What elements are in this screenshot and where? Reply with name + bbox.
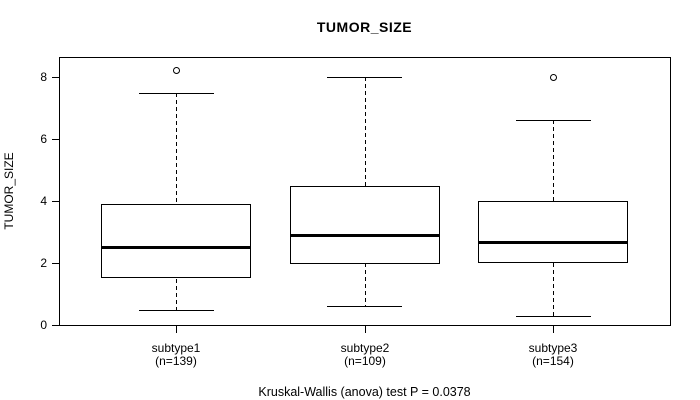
x-group-label: subtype2 (n=109) (305, 342, 425, 368)
group-count: (n=139) (155, 354, 197, 368)
y-tick-mark (52, 263, 59, 264)
lower-whisker-stem (365, 263, 366, 306)
outlier-point (550, 74, 557, 81)
lower-whisker-stem (553, 263, 554, 316)
upper-whisker-cap (139, 93, 214, 94)
y-tick-label: 2 (40, 256, 47, 270)
y-tick-mark (52, 201, 59, 202)
y-tick-mark (52, 139, 59, 140)
upper-whisker-cap (516, 120, 591, 121)
median-line (290, 234, 440, 237)
median-line (101, 246, 251, 249)
x-tick-mark (176, 326, 177, 333)
y-tick-mark (52, 325, 59, 326)
median-line (478, 241, 628, 244)
upper-whisker-stem (176, 93, 177, 205)
lower-whisker-cap (327, 306, 402, 307)
chart-title: TUMOR_SIZE (316, 19, 413, 35)
group-name: subtype3 (528, 341, 578, 355)
lower-whisker-cap (516, 316, 591, 317)
iqr-box (478, 201, 628, 263)
upper-whisker-cap (327, 77, 402, 78)
lower-whisker-stem (176, 279, 177, 310)
iqr-box (290, 186, 440, 264)
y-tick-label: 4 (40, 194, 47, 208)
x-group-label: subtype3 (n=154) (493, 342, 613, 368)
x-tick-mark (365, 326, 366, 333)
plot-frame (59, 57, 671, 326)
outlier-point (173, 67, 180, 74)
group-name: subtype1 (151, 341, 201, 355)
iqr-box (101, 204, 251, 278)
group-name: subtype2 (340, 341, 390, 355)
stats-annotation: Kruskal-Wallis (anova) test P = 0.0378 (258, 385, 471, 399)
x-group-label: subtype1 (n=139) (116, 342, 236, 368)
x-tick-mark (553, 326, 554, 333)
y-tick-label: 6 (40, 132, 47, 146)
y-tick-label: 0 (40, 318, 47, 332)
y-tick-label: 8 (40, 70, 47, 84)
y-tick-mark (52, 77, 59, 78)
lower-whisker-cap (139, 310, 214, 311)
upper-whisker-stem (365, 77, 366, 186)
group-count: (n=154) (532, 354, 574, 368)
group-count: (n=109) (344, 354, 386, 368)
upper-whisker-stem (553, 120, 554, 201)
